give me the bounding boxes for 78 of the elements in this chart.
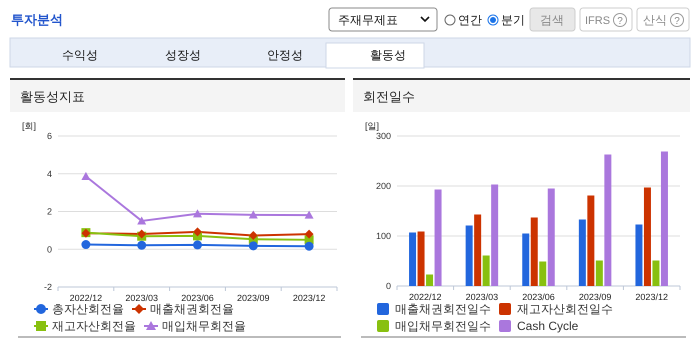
- bar: [426, 274, 434, 286]
- legend-label: 재고자산회전일수: [517, 302, 613, 316]
- y-axis-title: [일]: [365, 121, 380, 131]
- y-tick-label: 6: [46, 131, 52, 141]
- point: [248, 241, 258, 250]
- text: ?: [674, 16, 680, 27]
- x-tick-label: 2023/03: [466, 292, 498, 302]
- bar: [660, 152, 668, 286]
- x-tick-label: 2023/06: [522, 292, 555, 302]
- legend-label: 매입채무회전율: [162, 319, 246, 333]
- point: [304, 210, 314, 219]
- bar: [539, 262, 546, 286]
- x-tick-label: 2023/06: [181, 293, 214, 303]
- point: [81, 172, 90, 180]
- y-tick-label: 4: [46, 168, 52, 179]
- point: [193, 227, 202, 236]
- bar: [482, 256, 490, 286]
- y-tick-label: 300: [376, 131, 391, 141]
- legend-label: 매입채무회전일수: [395, 319, 491, 333]
- bar: [466, 226, 473, 286]
- point: [137, 240, 146, 250]
- text: 수익성: [62, 48, 98, 62]
- bar: [596, 260, 603, 286]
- y-tick-label: 100: [376, 231, 391, 241]
- text: 투자분석: [11, 12, 63, 27]
- point: [137, 229, 146, 238]
- point: [137, 216, 146, 225]
- point: [193, 240, 202, 250]
- bar: [418, 232, 425, 286]
- legend-label: 총자산회전율: [52, 302, 124, 316]
- bar: [604, 154, 612, 286]
- y-tick-label: 200: [376, 181, 391, 191]
- text: 활동성: [370, 48, 406, 62]
- legend-label: Cash Cycle: [517, 319, 579, 333]
- point: [304, 230, 314, 239]
- bar: [587, 196, 594, 286]
- legend-label: 매출채권회전일수: [395, 302, 491, 316]
- text: 성장성: [165, 48, 201, 62]
- point: [248, 230, 258, 240]
- text: 산식: [643, 13, 667, 27]
- y-tick-label: -2: [44, 282, 52, 292]
- x-tick-label: 2023/09: [578, 292, 612, 302]
- bar: [644, 188, 651, 286]
- point: [248, 210, 258, 218]
- chart-title: 활동성지표: [20, 89, 85, 104]
- point: [81, 240, 90, 250]
- bar: [491, 184, 498, 286]
- x-tick-label: 2023/09: [237, 293, 270, 303]
- bar: [548, 188, 555, 286]
- text: 검색: [540, 13, 564, 27]
- bar: [530, 218, 538, 286]
- y-axis-title: [회]: [22, 121, 36, 131]
- point: [193, 209, 202, 218]
- text: IFRS: [585, 15, 610, 27]
- text: 분기: [501, 13, 525, 27]
- y-tick-label: 0: [386, 281, 391, 291]
- legend-label: 재고자산회전율: [52, 319, 136, 333]
- chart-title: 회전일수: [363, 89, 415, 104]
- bar: [635, 224, 642, 286]
- x-tick-label: 2022/12: [70, 293, 102, 303]
- text: 주재무제표: [338, 13, 398, 27]
- y-tick-label: 2: [46, 206, 52, 216]
- x-tick-label: 2023/12: [292, 293, 326, 303]
- bar: [652, 260, 660, 286]
- x-tick-label: 2023/03: [125, 293, 158, 303]
- x-tick-label: 2022/12: [409, 292, 442, 302]
- bar: [434, 190, 442, 286]
- bar: [578, 220, 586, 286]
- text: 연간: [458, 13, 482, 27]
- x-tick-label: 2023/12: [635, 292, 668, 302]
- y-tick-label: 0: [46, 244, 52, 254]
- bar: [522, 234, 530, 286]
- point: [304, 242, 314, 251]
- text: ?: [617, 16, 624, 27]
- legend-label: 매출채권회전율: [150, 302, 234, 316]
- bar: [409, 232, 416, 286]
- bar: [474, 214, 482, 286]
- text: 안정성: [267, 48, 303, 62]
